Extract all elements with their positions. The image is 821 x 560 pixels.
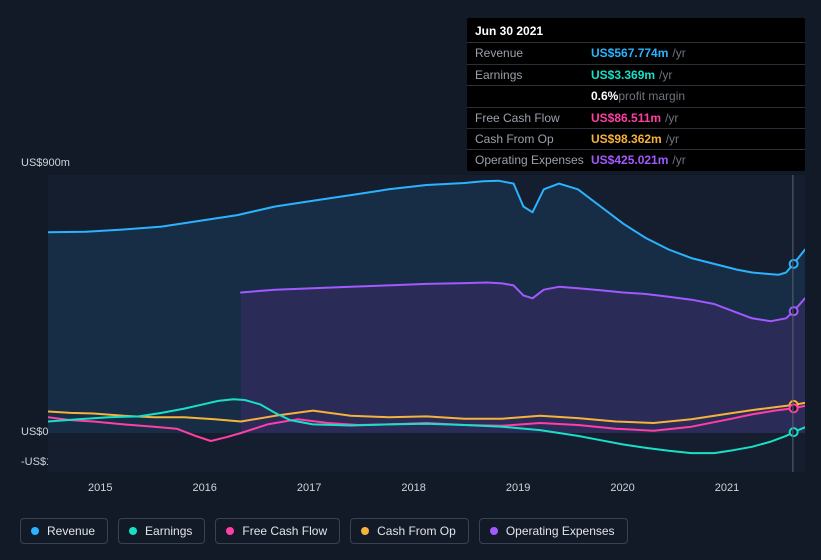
- legend-label: Earnings: [145, 524, 192, 538]
- tooltip-sub: profit margin: [618, 89, 685, 103]
- legend-dot-icon: [31, 527, 39, 535]
- legend-toggle-cash_from_op[interactable]: Cash From Op: [350, 518, 469, 544]
- x-tick: 2017: [297, 482, 321, 494]
- tooltip-unit: /yr: [665, 111, 678, 125]
- earnings-marker: [790, 428, 798, 436]
- x-tick: 2020: [610, 482, 634, 494]
- legend-bar: Revenue Earnings Free Cash Flow Cash From O…: [20, 518, 628, 544]
- legend-toggle-free_cash_flow[interactable]: Free Cash Flow: [215, 518, 340, 544]
- operating_expenses-marker: [790, 307, 798, 315]
- tooltip-row: Free Cash FlowUS$86.511m /yr: [467, 107, 805, 128]
- tooltip-row: Operating ExpensesUS$425.021m /yr: [467, 149, 805, 170]
- tooltip-value: US$3.369m: [591, 68, 655, 82]
- legend-toggle-operating_expenses[interactable]: Operating Expenses: [479, 518, 628, 544]
- x-tick: 2019: [506, 482, 530, 494]
- x-tick: 2021: [715, 482, 739, 494]
- legend-label: Free Cash Flow: [242, 524, 327, 538]
- tooltip-value: 0.6%: [591, 89, 618, 103]
- x-tick: 2015: [88, 482, 112, 494]
- free_cash_flow-marker: [790, 404, 798, 412]
- legend-label: Revenue: [47, 524, 95, 538]
- legend-dot-icon: [226, 527, 234, 535]
- tooltip-label: Free Cash Flow: [475, 111, 591, 125]
- tooltip-value: US$567.774m: [591, 46, 668, 60]
- legend-toggle-revenue[interactable]: Revenue: [20, 518, 108, 544]
- legend-dot-icon: [490, 527, 498, 535]
- tooltip-label: Revenue: [475, 46, 591, 60]
- tooltip-label: Operating Expenses: [475, 153, 591, 167]
- tooltip-unit: /yr: [666, 132, 679, 146]
- tooltip-row: EarningsUS$3.369m /yr: [467, 64, 805, 85]
- tooltip-unit: /yr: [672, 153, 685, 167]
- legend-label: Cash From Op: [377, 524, 456, 538]
- legend-dot-icon: [129, 527, 137, 535]
- x-tick: 2016: [192, 482, 216, 494]
- y-tick: US$0: [21, 426, 49, 438]
- tooltip-unit: /yr: [672, 46, 685, 60]
- tooltip-value: US$86.511m: [591, 111, 661, 125]
- legend-toggle-earnings[interactable]: Earnings: [118, 518, 205, 544]
- tooltip-unit: /yr: [659, 68, 672, 82]
- revenue-marker: [790, 260, 798, 268]
- legend-label: Operating Expenses: [506, 524, 615, 538]
- tooltip-label: Cash From Op: [475, 132, 591, 146]
- financials-chart-widget: { "layout": { "width": 821, "height": 56…: [0, 0, 821, 560]
- area-line-chart: [48, 175, 805, 472]
- y-tick: US$900m: [21, 157, 70, 169]
- tooltip-row: Cash From OpUS$98.362m /yr: [467, 128, 805, 149]
- tooltip-value: US$425.021m: [591, 153, 668, 167]
- legend-dot-icon: [361, 527, 369, 535]
- x-tick: 2018: [401, 482, 425, 494]
- hover-tooltip: Jun 30 2021 RevenueUS$567.774m /yrEarnin…: [467, 18, 805, 171]
- tooltip-value: US$98.362m: [591, 132, 662, 146]
- tooltip-label: Earnings: [475, 68, 591, 82]
- tooltip-date: Jun 30 2021: [467, 18, 805, 42]
- tooltip-row: 0.6% profit margin: [467, 85, 805, 106]
- tooltip-row: RevenueUS$567.774m /yr: [467, 42, 805, 63]
